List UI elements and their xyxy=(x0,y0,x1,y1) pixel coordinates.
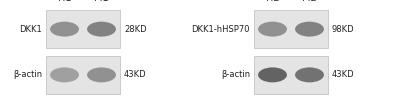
Text: 98KD: 98KD xyxy=(332,25,355,34)
Text: M2: M2 xyxy=(302,0,317,3)
FancyBboxPatch shape xyxy=(254,56,328,94)
Ellipse shape xyxy=(295,67,324,82)
Text: M1: M1 xyxy=(94,0,109,3)
FancyBboxPatch shape xyxy=(46,10,120,48)
FancyBboxPatch shape xyxy=(254,10,328,48)
FancyBboxPatch shape xyxy=(46,56,120,94)
Text: 28KD: 28KD xyxy=(124,25,147,34)
Text: β-actin: β-actin xyxy=(221,70,250,79)
Ellipse shape xyxy=(50,67,79,82)
Text: DKK1: DKK1 xyxy=(19,25,42,34)
Text: H2: H2 xyxy=(266,0,279,3)
Ellipse shape xyxy=(258,22,287,37)
Text: DKK1-hHSP70: DKK1-hHSP70 xyxy=(192,25,250,34)
Text: β-actin: β-actin xyxy=(13,70,42,79)
Text: H1: H1 xyxy=(58,0,71,3)
Ellipse shape xyxy=(87,22,116,37)
Text: 43KD: 43KD xyxy=(124,70,147,79)
Ellipse shape xyxy=(258,67,287,82)
Ellipse shape xyxy=(50,22,79,37)
Text: 43KD: 43KD xyxy=(332,70,355,79)
Ellipse shape xyxy=(87,67,116,82)
Ellipse shape xyxy=(295,22,324,37)
